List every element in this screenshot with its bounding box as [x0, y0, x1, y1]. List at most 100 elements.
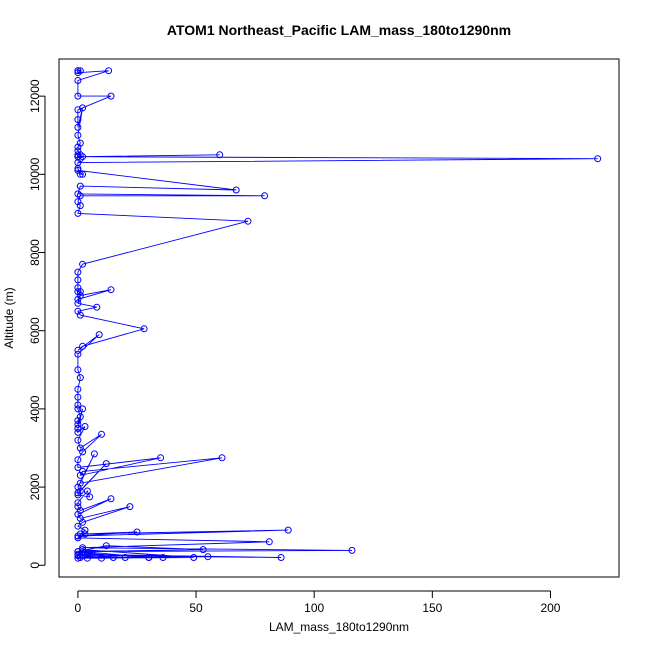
data-point [74, 421, 82, 428]
data-point [81, 423, 89, 430]
data-point [74, 350, 82, 358]
data-point [74, 268, 82, 276]
data-point [74, 209, 82, 217]
data-point [81, 530, 89, 538]
data-point [107, 92, 115, 100]
data-point [244, 217, 252, 225]
data-point [76, 292, 84, 299]
data-point [76, 192, 84, 200]
x-axis-label: LAM_mass_180to1290nm [269, 620, 409, 634]
y-tick-label: 8000 [28, 239, 42, 266]
data-point [79, 405, 87, 413]
data-point [348, 546, 356, 554]
data-point [79, 448, 87, 456]
data-point [74, 532, 82, 540]
data-point [218, 454, 226, 462]
data-point [74, 346, 82, 354]
data-point [74, 123, 82, 131]
data-point [79, 153, 87, 161]
data-point [121, 554, 129, 561]
data-point [199, 546, 207, 554]
data-point [81, 526, 89, 534]
data-point [74, 385, 82, 393]
data-point [95, 331, 103, 339]
data-point [74, 436, 82, 444]
data-point [83, 554, 91, 562]
x-tick-label: 100 [304, 601, 324, 615]
data-point [74, 106, 82, 114]
data-point [79, 518, 87, 526]
data-point [74, 401, 82, 409]
data-point [76, 471, 84, 479]
plot-frame [58, 58, 620, 578]
data-point [79, 544, 87, 552]
data-point [74, 131, 82, 139]
data-point [74, 489, 82, 497]
chart-title: ATOM1 Northeast_Pacific LAM_mass_180to12… [167, 22, 511, 38]
data-point [133, 528, 141, 536]
data-point [277, 554, 285, 561]
data-point [79, 548, 87, 556]
y-tick-label: 12000 [28, 79, 42, 113]
data-point [105, 67, 113, 75]
y-tick-label: 2000 [28, 473, 42, 500]
y-axis-label: Altitude (m) [2, 287, 16, 348]
data-point [83, 550, 91, 557]
data-point [74, 522, 82, 530]
data-point [107, 495, 115, 503]
data-point [76, 444, 84, 452]
data-point [190, 554, 198, 561]
x-tick-label: 0 [75, 601, 82, 615]
data-point [74, 67, 82, 75]
data-point [88, 550, 96, 557]
data-point [74, 499, 82, 507]
data-point [74, 276, 82, 284]
data-point [74, 77, 82, 84]
data-point [74, 393, 82, 401]
y-axis: 0 2000 4000 6000 8000 10000 12000 [28, 79, 46, 569]
x-axis: 0 50 100 150 200 [75, 590, 561, 615]
data-point [76, 288, 84, 296]
data-point [74, 299, 82, 307]
data-point [284, 526, 292, 534]
data-point [74, 428, 82, 436]
data-point [74, 534, 82, 542]
x-tick-label: 150 [422, 601, 442, 615]
data-point [157, 454, 165, 462]
data-point [126, 503, 134, 511]
data-point [102, 460, 110, 468]
x-tick-label: 200 [540, 601, 560, 615]
data-point [159, 554, 167, 561]
data-point [145, 554, 153, 561]
data-point [74, 92, 82, 100]
data-point [74, 166, 82, 174]
data-point [74, 417, 82, 425]
data-point [74, 143, 82, 151]
data-point [86, 493, 94, 501]
data-point [140, 325, 148, 333]
y-tick-label: 10000 [28, 157, 42, 191]
data-point [90, 450, 98, 458]
data-point [594, 155, 602, 163]
data-point [107, 286, 115, 294]
data-point [79, 260, 87, 268]
data-point [79, 170, 87, 178]
data-point [74, 165, 82, 172]
data-point [98, 554, 105, 562]
data-point [76, 182, 84, 190]
data-point [74, 456, 82, 464]
data-point [79, 104, 87, 112]
data-point [232, 186, 240, 194]
data-point [93, 303, 101, 311]
data-point [76, 374, 84, 382]
data-point [261, 192, 269, 200]
data-point [74, 424, 82, 432]
series-path [76, 70, 598, 559]
series-points [74, 67, 602, 562]
data-point [74, 366, 82, 374]
data-point [98, 430, 105, 438]
data-point [79, 467, 87, 475]
data-point [216, 151, 224, 159]
series-line [76, 70, 598, 559]
